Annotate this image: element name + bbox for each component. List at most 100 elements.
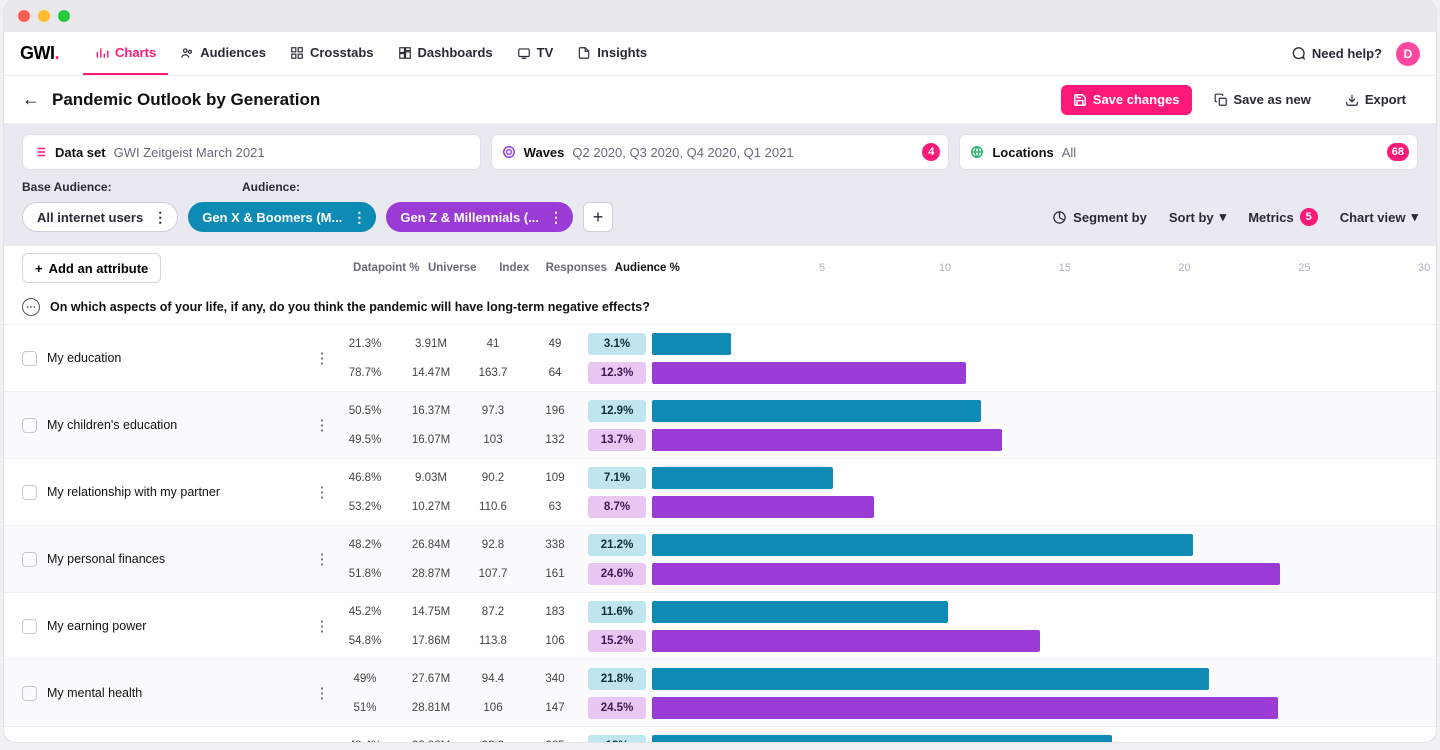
export-button[interactable]: Export <box>1333 85 1418 115</box>
bar-track <box>652 496 1418 518</box>
doc-icon <box>577 46 591 60</box>
cell-datapoint: 48.2% <box>330 539 400 551</box>
tv-icon <box>517 46 531 60</box>
cell-universe: 22.88M <box>400 740 462 743</box>
bar-track <box>652 534 1418 556</box>
traffic-min[interactable] <box>38 10 50 22</box>
bar-fill <box>652 563 1280 585</box>
axis-tick: 5 <box>819 262 825 274</box>
cell-audience: 15.2% <box>588 630 646 652</box>
cell-universe: 16.07M <box>400 434 462 446</box>
bar-track <box>652 630 1418 652</box>
more-vert-icon[interactable]: ⋮ <box>151 208 169 226</box>
row-checkbox[interactable] <box>22 485 37 500</box>
row-checkbox[interactable] <box>22 619 37 634</box>
sort-by-button[interactable]: Sort by ▾ <box>1169 209 1226 225</box>
nav-label: Audiences <box>200 45 266 60</box>
dataset-filter[interactable]: Data set GWI Zeitgeist March 2021 <box>22 134 481 170</box>
more-vert-icon[interactable]: ⋮ <box>350 208 368 226</box>
cell-universe: 28.87M <box>400 568 462 580</box>
chart-view-button[interactable]: Chart view ▾ <box>1340 209 1418 225</box>
bar-fill <box>652 697 1278 719</box>
back-arrow-icon[interactable]: ← <box>22 89 40 110</box>
cell-responses: 109 <box>524 472 586 484</box>
cell-responses: 63 <box>524 501 586 513</box>
bar-track <box>652 735 1418 743</box>
page-title: Pandemic Outlook by Generation <box>52 90 320 110</box>
traffic-max[interactable] <box>58 10 70 22</box>
cell-index: 93.2 <box>462 740 524 743</box>
row-checkbox[interactable] <box>22 686 37 701</box>
cell-universe: 14.47M <box>400 367 462 379</box>
cell-datapoint: 78.7% <box>330 367 400 379</box>
cell-responses: 49 <box>524 338 586 350</box>
logo: GWI. <box>20 43 59 64</box>
more-vert-icon[interactable]: ⋮ <box>314 550 330 568</box>
traffic-close[interactable] <box>18 10 30 22</box>
dataset-value: GWI Zeitgeist March 2021 <box>114 145 265 160</box>
more-vert-icon[interactable]: ⋮ <box>314 349 330 367</box>
save-changes-button[interactable]: Save changes <box>1061 85 1192 115</box>
nav-item-dashboards[interactable]: Dashboards <box>386 32 505 75</box>
more-vert-icon[interactable]: ⋮ <box>547 208 565 226</box>
nav-label: Charts <box>115 45 156 60</box>
nav-item-insights[interactable]: Insights <box>565 32 659 75</box>
dataset-icon <box>33 145 47 159</box>
metrics-button[interactable]: Metrics 5 <box>1248 208 1318 226</box>
base-audience-label: Base Audience: <box>22 180 142 194</box>
cell-audience: 24.6% <box>588 563 646 585</box>
locations-filter[interactable]: Locations All 68 <box>959 134 1418 170</box>
nav-item-audiences[interactable]: Audiences <box>168 32 278 75</box>
nav-item-crosstabs[interactable]: Crosstabs <box>278 32 386 75</box>
metrics-label: Metrics <box>1248 210 1294 225</box>
help-link[interactable]: Need help? <box>1290 46 1382 62</box>
question-row: ⋯ On which aspects of your life, if any,… <box>4 290 1436 325</box>
axis-tick: 20 <box>1178 262 1190 274</box>
bar-track <box>652 400 1418 422</box>
nav-item-tv[interactable]: TV <box>505 32 566 75</box>
save-as-label: Save as new <box>1234 92 1311 107</box>
cell-datapoint: 21.3% <box>330 338 400 350</box>
nav-item-charts[interactable]: Charts <box>83 32 168 75</box>
add-audience-button[interactable]: + <box>583 202 613 232</box>
bar-track <box>652 467 1418 489</box>
base-audience-chip[interactable]: All internet users ⋮ <box>22 202 178 232</box>
row-checkbox[interactable] <box>22 418 37 433</box>
more-vert-icon[interactable]: ⋮ <box>314 684 330 702</box>
waves-filter[interactable]: Waves Q2 2020, Q3 2020, Q4 2020, Q1 2021… <box>491 134 950 170</box>
cell-responses: 340 <box>524 673 586 685</box>
cell-index: 103 <box>462 434 524 446</box>
nav-label: Crosstabs <box>310 45 374 60</box>
cell-responses: 285 <box>524 740 586 743</box>
cell-datapoint: 49.5% <box>330 434 400 446</box>
more-vert-icon[interactable]: ⋮ <box>314 617 330 635</box>
row-checkbox[interactable] <box>22 552 37 567</box>
save-as-new-button[interactable]: Save as new <box>1202 85 1323 115</box>
audience-chip[interactable]: Gen X & Boomers (M...⋮ <box>188 202 376 232</box>
column-headers: Datapoint % Universe Index Responses Aud… <box>351 262 687 274</box>
audience-label: Audience: <box>242 180 300 194</box>
audience-chip[interactable]: Gen Z & Millennials (...⋮ <box>386 202 573 232</box>
avatar[interactable]: D <box>1396 42 1420 66</box>
cell-universe: 28.81M <box>400 702 462 714</box>
top-nav: GWI. Charts Audiences Crosstabs DashboardsT… <box>4 32 1436 76</box>
cell-index: 41 <box>462 338 524 350</box>
more-vert-icon[interactable]: ⋮ <box>314 483 330 501</box>
segment-by-button[interactable]: Segment by <box>1052 210 1147 225</box>
metrics-badge: 5 <box>1300 208 1318 226</box>
plus-icon: + <box>35 261 43 276</box>
bar-track <box>652 429 1418 451</box>
cell-audience: 21.2% <box>588 534 646 556</box>
cell-audience: 11.6% <box>588 601 646 623</box>
cell-datapoint: 48.4% <box>330 740 400 743</box>
audience-icon <box>180 46 194 60</box>
cell-datapoint: 54.8% <box>330 635 400 647</box>
cell-datapoint: 45.2% <box>330 606 400 618</box>
locations-value: All <box>1062 145 1076 160</box>
table-row: My earning power ⋮ 45.2% 14.75M 87.2 183… <box>4 593 1436 660</box>
more-vert-icon[interactable]: ⋮ <box>314 416 330 434</box>
row-checkbox[interactable] <box>22 351 37 366</box>
cell-datapoint: 53.2% <box>330 501 400 513</box>
add-attribute-button[interactable]: + Add an attribute <box>22 253 161 283</box>
cell-responses: 183 <box>524 606 586 618</box>
